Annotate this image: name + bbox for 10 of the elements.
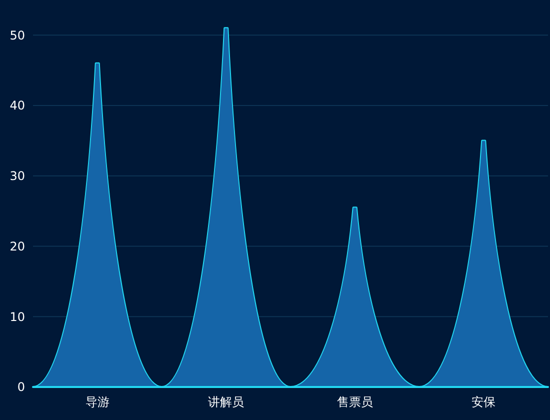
y-tick-label: 0: [17, 380, 25, 394]
y-tick-label: 50: [10, 28, 25, 42]
x-tick-label: 安保: [472, 395, 496, 410]
y-tick-label: 10: [10, 310, 25, 324]
x-tick-label: 导游: [85, 395, 110, 410]
y-tick-label: 40: [10, 98, 25, 113]
y-tick-label: 30: [10, 169, 25, 184]
y-tick-label: 20: [10, 239, 25, 254]
x-tick-label: 售票员: [336, 395, 373, 410]
x-tick-label: 讲解员: [208, 395, 244, 410]
